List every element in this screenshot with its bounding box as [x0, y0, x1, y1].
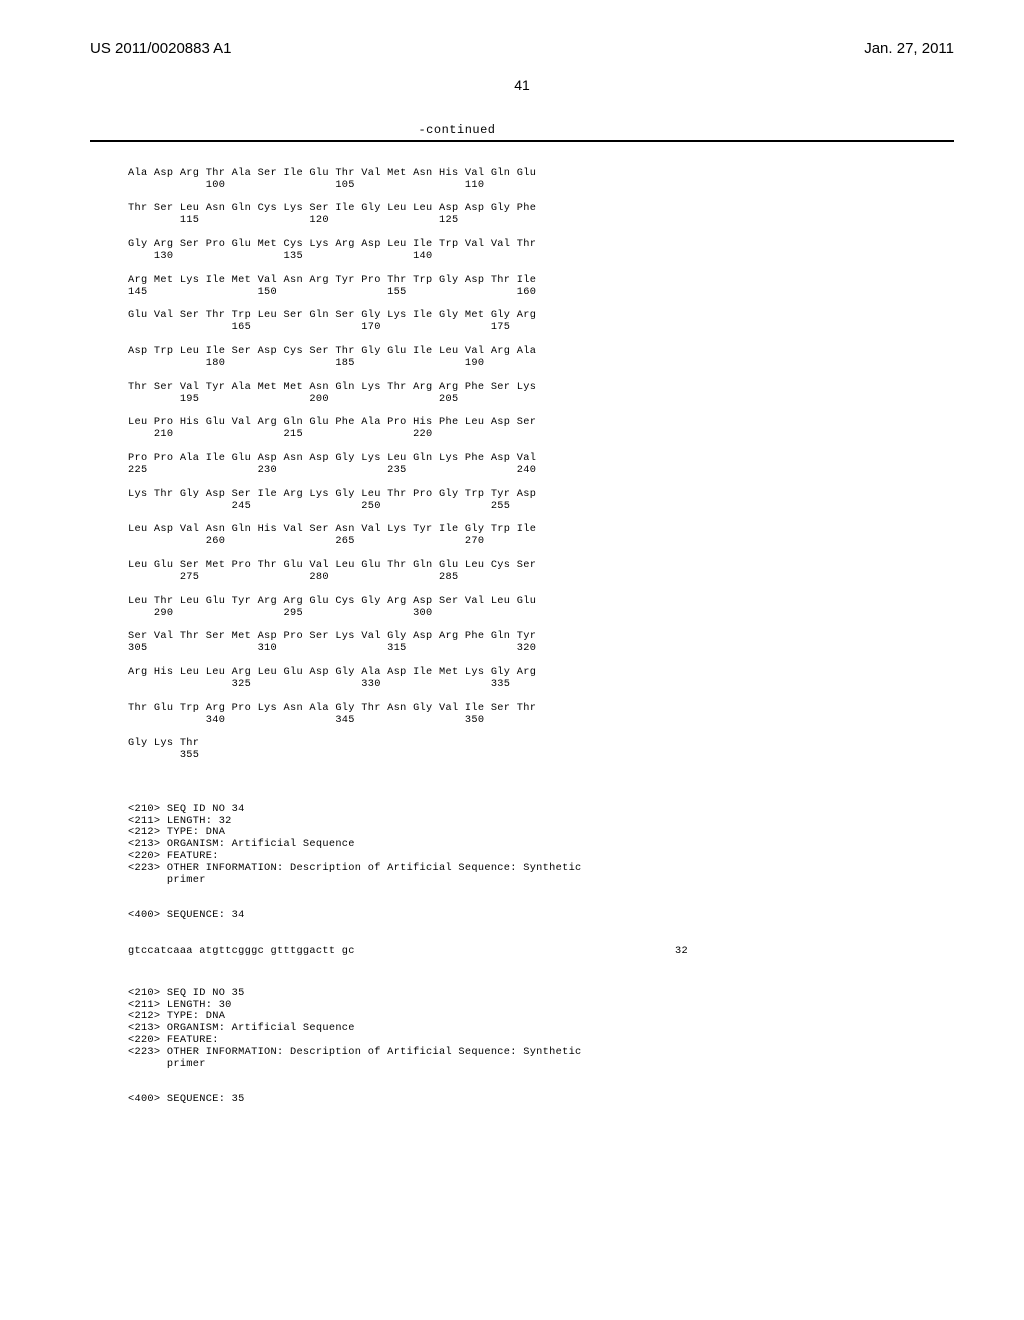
position-number-row: 260 265 270 [128, 536, 954, 548]
seq34-sequence-label: <400> SEQUENCE: 34 [128, 910, 954, 922]
position-number-row: 225 230 235 240 [128, 465, 954, 477]
position-number-row: 180 185 190 [128, 358, 954, 370]
seq-meta-line: <210> SEQ ID NO 35 [128, 988, 954, 1000]
position-number-row: 130 135 140 [128, 251, 954, 263]
seq35-meta: <210> SEQ ID NO 35<211> LENGTH: 30<212> … [128, 988, 954, 1071]
position-number-row: 290 295 300 [128, 608, 954, 620]
position-number-row: 275 280 285 [128, 572, 954, 584]
position-number-row: 340 345 350 [128, 715, 954, 727]
position-number-row: 165 170 175 [128, 322, 954, 334]
position-number-row: 145 150 155 160 [128, 287, 954, 299]
publication-number: US 2011/0020883 A1 [90, 40, 232, 57]
position-number-row: 195 200 205 [128, 394, 954, 406]
position-number-row: 325 330 335 [128, 679, 954, 691]
seq-meta-line: <211> LENGTH: 30 [128, 1000, 954, 1012]
publication-date: Jan. 27, 2011 [864, 40, 954, 57]
seq-meta-line: <213> ORGANISM: Artificial Sequence [128, 1023, 954, 1035]
amino-acid-row: Ala Asp Arg Thr Ala Ser Ile Glu Thr Val … [128, 168, 954, 180]
position-number-row: 245 250 255 [128, 501, 954, 513]
seq34-nucleotide-row: gtccatcaaa atgttcgggc gtttggactt gc 32 [128, 946, 688, 958]
seq-meta-line: primer [128, 875, 954, 887]
amino-acid-row: Leu Thr Leu Glu Tyr Arg Arg Glu Cys Gly … [128, 596, 954, 608]
position-number-row: 355 [128, 750, 954, 762]
amino-acid-row: Lys Thr Gly Asp Ser Ile Arg Lys Gly Leu … [128, 489, 954, 501]
seq-meta-line: <210> SEQ ID NO 34 [128, 804, 954, 816]
page-number: 41 [90, 77, 954, 93]
seq-meta-line: primer [128, 1059, 954, 1071]
position-number-row: 100 105 110 [128, 180, 954, 192]
page-container: US 2011/0020883 A1 Jan. 27, 2011 41 -con… [0, 0, 1024, 1130]
page-header: US 2011/0020883 A1 Jan. 27, 2011 [90, 40, 954, 57]
seq34-nucleotide: gtccatcaaa atgttcgggc gtttggactt gc [128, 946, 355, 958]
amino-acid-row: Thr Ser Val Tyr Ala Met Met Asn Gln Lys … [128, 382, 954, 394]
position-number-row: 115 120 125 [128, 215, 954, 227]
seq-meta-line: <223> OTHER INFORMATION: Description of … [128, 863, 954, 875]
amino-acid-row: Gly Lys Thr [128, 738, 954, 750]
position-number-row: 210 215 220 [128, 429, 954, 441]
amino-acid-row: Thr Glu Trp Arg Pro Lys Asn Ala Gly Thr … [128, 703, 954, 715]
seq35-sequence-label: <400> SEQUENCE: 35 [128, 1094, 954, 1106]
sequence-listing: Ala Asp Arg Thr Ala Ser Ile Glu Thr Val … [90, 156, 954, 1130]
seq-meta-line: <213> ORGANISM: Artificial Sequence [128, 839, 954, 851]
protein-sequence-block: Ala Asp Arg Thr Ala Ser Ile Glu Thr Val … [128, 168, 954, 762]
continued-label: -continued [90, 123, 824, 137]
seq34-meta: <210> SEQ ID NO 34<211> LENGTH: 32<212> … [128, 804, 954, 887]
continued-rule [90, 140, 954, 142]
amino-acid-row: Arg Met Lys Ile Met Val Asn Arg Tyr Pro … [128, 275, 954, 287]
seq-meta-line: <211> LENGTH: 32 [128, 816, 954, 828]
seq-meta-line: <223> OTHER INFORMATION: Description of … [128, 1047, 954, 1059]
position-number-row: 305 310 315 320 [128, 643, 954, 655]
seq34-length: 32 [675, 946, 688, 958]
